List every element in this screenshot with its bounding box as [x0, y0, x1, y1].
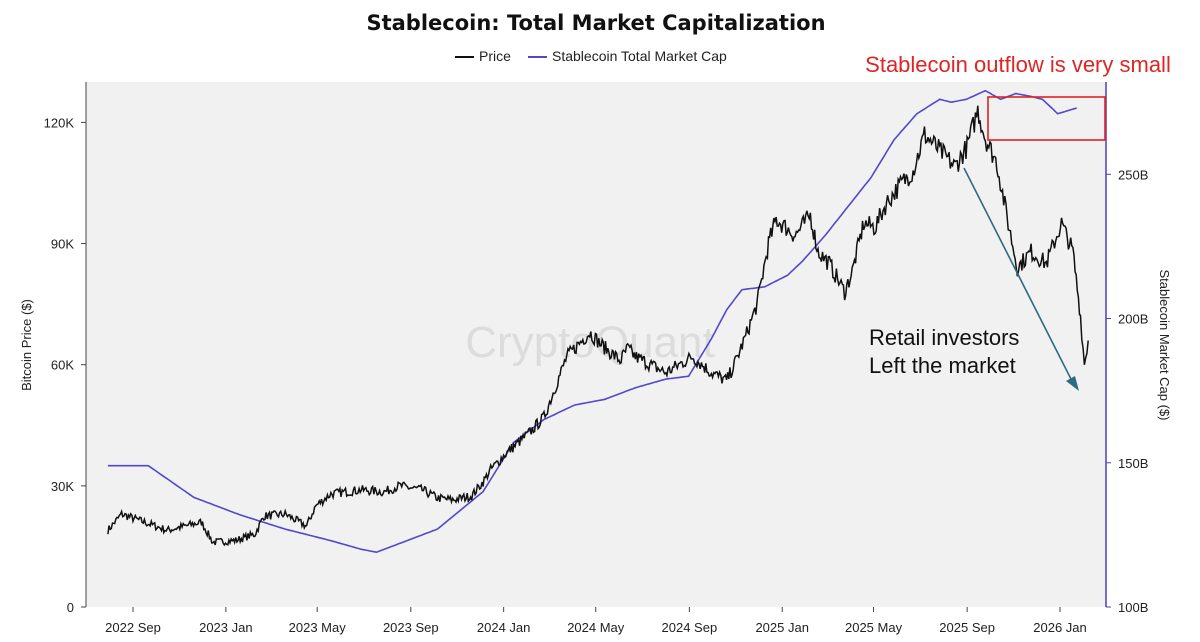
left-tick-label: 30K — [51, 479, 74, 494]
legend-label-price: Price — [479, 48, 511, 64]
annotation-retail-line2: Left the market — [869, 353, 1016, 378]
x-tick-label: 2024 Sep — [662, 620, 718, 635]
x-tick-label: 2025 May — [845, 620, 903, 635]
x-tick-label: 2026 Jan — [1033, 620, 1087, 635]
right-axis-title: Stablecoin Market Cap ($) — [1157, 269, 1172, 420]
trend-arrow-line — [963, 167, 1074, 384]
left-axis-title: Bitcoin Price ($) — [19, 299, 34, 391]
x-tick-label: 2023 Sep — [383, 620, 439, 635]
x-tick-label: 2025 Sep — [939, 620, 995, 635]
x-tick-label: 2025 Jan — [755, 620, 809, 635]
left-tick-label: 60K — [51, 358, 74, 373]
left-tick-label: 90K — [51, 237, 74, 252]
left-tick-label: 120K — [44, 115, 75, 130]
legend-label-stablecoin: Stablecoin Total Market Cap — [552, 48, 727, 64]
x-tick-label: 2024 May — [567, 620, 625, 635]
highlight-box — [987, 96, 1106, 141]
right-tick-label: 100B — [1118, 600, 1148, 615]
annotation-stablecoin-outflow: Stablecoin outflow is very small — [865, 52, 1171, 77]
right-tick-label: 250B — [1118, 167, 1148, 182]
annotation-retail-line1: Retail investors — [869, 325, 1019, 350]
series-line-price — [107, 105, 1089, 547]
left-tick-label: 0 — [67, 600, 74, 615]
right-tick-label: 200B — [1118, 312, 1148, 327]
right-tick-label: 150B — [1118, 456, 1148, 471]
trend-arrow-head — [1066, 376, 1079, 391]
x-tick-label: 2022 Sep — [105, 620, 161, 635]
x-tick-label: 2023 May — [289, 620, 347, 635]
x-tick-label: 2024 Jan — [477, 620, 531, 635]
watermark: CryptoQuant — [465, 318, 714, 367]
chart-title: Stablecoin: Total Market Capitalization — [366, 11, 825, 35]
x-tick-label: 2023 Jan — [199, 620, 253, 635]
series-line-stablecoin — [107, 89, 1077, 554]
